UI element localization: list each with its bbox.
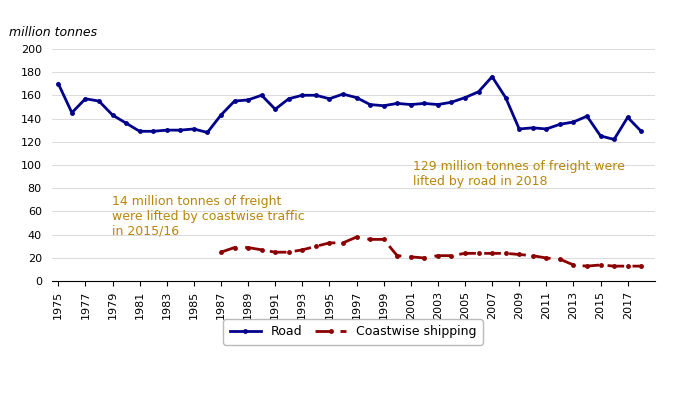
Road — [244, 97, 252, 102]
Road — [163, 128, 171, 133]
Text: million tonnes: million tonnes — [9, 27, 98, 40]
Coastwise shipping — [434, 253, 442, 258]
Coastwise shipping — [596, 263, 604, 267]
Coastwise shipping — [258, 247, 266, 252]
Coastwise shipping — [244, 245, 252, 250]
Coastwise shipping — [271, 250, 279, 255]
Road — [406, 102, 415, 107]
Coastwise shipping — [556, 257, 564, 262]
Road — [108, 112, 116, 117]
Coastwise shipping — [285, 250, 293, 255]
Road — [203, 130, 211, 135]
Coastwise shipping — [515, 252, 523, 257]
Coastwise shipping — [529, 253, 537, 258]
Road — [596, 133, 604, 138]
Coastwise shipping — [448, 253, 456, 258]
Road — [271, 107, 279, 112]
Text: 129 million tonnes of freight were
lifted by road in 2018: 129 million tonnes of freight were lifte… — [413, 160, 625, 188]
Road — [95, 99, 103, 103]
Road — [81, 96, 90, 101]
Road — [135, 129, 143, 134]
Road — [393, 101, 401, 106]
Road — [339, 92, 347, 97]
Coastwise shipping — [366, 237, 374, 242]
Road — [624, 115, 632, 120]
Road — [488, 74, 496, 79]
Road — [366, 102, 374, 107]
Coastwise shipping — [637, 264, 645, 269]
Coastwise shipping — [488, 251, 496, 256]
Road — [529, 125, 537, 130]
Coastwise shipping — [474, 251, 483, 256]
Road — [312, 93, 320, 98]
Road — [434, 102, 442, 107]
Coastwise shipping — [393, 253, 401, 258]
Road — [68, 110, 76, 115]
Road — [610, 137, 618, 142]
Road — [380, 103, 388, 108]
Road — [420, 101, 428, 106]
Road — [461, 95, 469, 100]
Road — [55, 81, 63, 86]
Text: 14 million tonnes of freight
were lifted by coastwise traffic
in 2015/16: 14 million tonnes of freight were lifted… — [112, 195, 305, 238]
Coastwise shipping — [583, 264, 591, 269]
Road — [217, 112, 225, 117]
Road — [190, 126, 198, 131]
Road — [542, 126, 551, 131]
Coastwise shipping — [461, 251, 469, 256]
Coastwise shipping — [610, 264, 618, 269]
Coastwise shipping — [569, 263, 577, 267]
Road — [583, 114, 591, 119]
Line: Road: Road — [56, 74, 643, 142]
Legend: Road, Coastwise shipping: Road, Coastwise shipping — [223, 319, 483, 345]
Road — [474, 89, 483, 94]
Road — [637, 129, 645, 134]
Coastwise shipping — [312, 244, 320, 249]
Road — [556, 122, 564, 127]
Road — [325, 96, 333, 101]
Coastwise shipping — [353, 235, 361, 240]
Road — [176, 128, 184, 133]
Road — [569, 119, 577, 124]
Coastwise shipping — [230, 245, 238, 250]
Coastwise shipping — [339, 240, 347, 245]
Coastwise shipping — [298, 247, 306, 252]
Road — [122, 121, 130, 126]
Road — [298, 93, 306, 98]
Coastwise shipping — [501, 251, 509, 256]
Road — [501, 95, 509, 100]
Coastwise shipping — [380, 237, 388, 242]
Road — [448, 100, 456, 105]
Coastwise shipping — [406, 254, 415, 259]
Road — [230, 99, 238, 103]
Coastwise shipping — [217, 250, 225, 255]
Road — [353, 95, 361, 100]
Coastwise shipping — [325, 240, 333, 245]
Road — [285, 96, 293, 101]
Line: Coastwise shipping: Coastwise shipping — [219, 235, 643, 269]
Coastwise shipping — [420, 256, 428, 261]
Road — [258, 93, 266, 98]
Coastwise shipping — [542, 256, 551, 261]
Road — [515, 126, 523, 131]
Road — [149, 129, 157, 134]
Coastwise shipping — [624, 264, 632, 269]
